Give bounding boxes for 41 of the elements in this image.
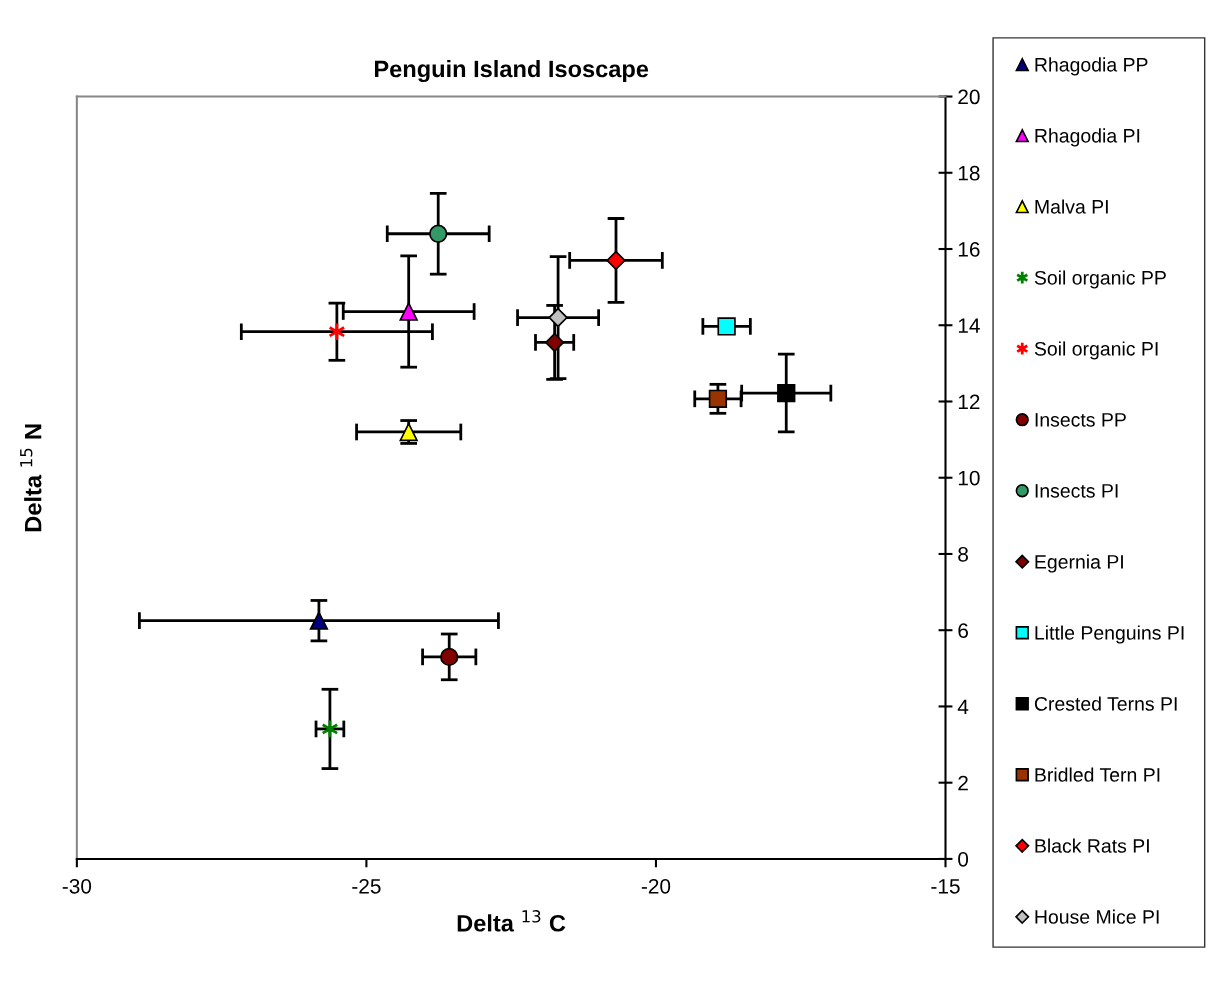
legend-label: Rhagodia PP (1035, 57, 1148, 76)
legend-label: Rhagodia PI (1035, 128, 1140, 147)
legend-label: Egernia PI (1035, 554, 1123, 573)
y-tick-label: 20 (958, 89, 980, 105)
legend-label: House Mice PI (1035, 909, 1159, 924)
y-tick-label: 0 (958, 851, 969, 867)
y-tick-label: 14 (958, 318, 980, 333)
y-tick-label: 8 (958, 546, 968, 562)
point (309, 611, 329, 630)
y-axis-title: Delta $^{15}$ N (20, 424, 42, 532)
x-tick-label: -25 (352, 878, 381, 894)
y-tick-label: 18 (958, 165, 980, 181)
point (606, 250, 626, 271)
legend-label: Crested Terns PI (1034, 696, 1177, 711)
point (708, 389, 728, 408)
x-tick-label: -30 (62, 878, 92, 894)
legend-label: Insects PI (1035, 484, 1118, 498)
legend-label: Little Penguins PI (1035, 625, 1184, 644)
chart-title: Penguin Island Isoscape (375, 59, 649, 83)
y-tick-label: 4 (957, 699, 969, 714)
legend-label: Insects PP (1035, 413, 1126, 427)
legend-label: Soil organic PI (1034, 341, 1158, 360)
y-tick-label: 12 (958, 394, 980, 410)
legend-label: Black Rats PI (1035, 838, 1149, 853)
legend-label: Bridled Tern PI (1035, 767, 1160, 782)
point (440, 647, 459, 667)
point (717, 317, 736, 336)
x-tick-label: -20 (641, 878, 671, 894)
point (544, 332, 565, 353)
y-tick-label: 16 (958, 242, 980, 257)
legend-label: Malva PI (1035, 199, 1108, 214)
point (777, 383, 796, 403)
point (399, 302, 418, 321)
x-axis-title: Delta $^{13}$ C (457, 910, 566, 932)
y-tick-label: 10 (958, 470, 980, 486)
point (548, 307, 568, 328)
x-tick-label: -15 (931, 879, 960, 894)
point (429, 224, 448, 243)
legend-label: Soil organic PP (1034, 270, 1166, 289)
y-tick-label: 2 (958, 775, 968, 791)
y-tick-label: 6 (958, 623, 968, 638)
